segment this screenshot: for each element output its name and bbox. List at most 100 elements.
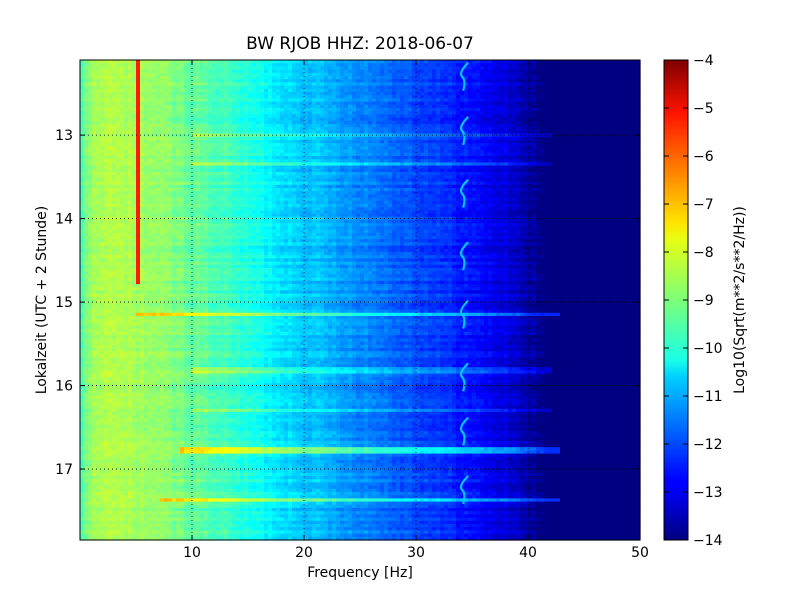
heatmap-cell (364, 98, 369, 103)
heatmap-cell (308, 69, 313, 74)
heatmap-cell (92, 104, 97, 109)
heatmap-cell (108, 101, 113, 106)
heatmap-cell (88, 85, 93, 90)
heatmap-cell (492, 66, 497, 71)
heatmap-cell (508, 69, 513, 74)
heatmap-cell (148, 79, 153, 83)
heatmap-cell (224, 108, 229, 112)
heatmap-cell (576, 69, 581, 74)
heatmap-cell (604, 88, 609, 93)
heatmap-cell (560, 104, 565, 109)
heatmap-cell (220, 101, 225, 106)
heatmap-cell (572, 98, 577, 103)
heatmap-cell (212, 104, 217, 109)
heatmap-cell (100, 104, 105, 109)
heatmap-cell (512, 98, 517, 103)
heatmap-cell (584, 76, 589, 80)
heatmap-cell (108, 60, 113, 64)
heatmap-cell (132, 79, 137, 83)
heatmap-cell (164, 101, 169, 106)
heatmap-cell (324, 60, 329, 64)
heatmap-cell (516, 92, 521, 96)
heatmap-cell (456, 79, 461, 83)
heatmap-cell (372, 69, 377, 74)
heatmap-cell (396, 69, 401, 74)
heatmap-cell (432, 88, 437, 93)
heatmap-cell (596, 92, 601, 96)
heatmap-cell (408, 79, 413, 83)
heatmap-cell (568, 88, 573, 93)
heatmap-cell (256, 72, 261, 77)
heatmap-cell (400, 79, 405, 83)
heatmap-cell (396, 82, 401, 87)
heatmap-cell (92, 85, 97, 90)
heatmap-cell (396, 85, 401, 90)
heatmap-cell (480, 85, 485, 90)
heatmap-cell (120, 82, 125, 87)
heatmap-cell (272, 101, 277, 106)
heatmap-cell (420, 95, 425, 99)
heatmap-cell (372, 60, 377, 64)
heatmap-cell (500, 79, 505, 83)
heatmap-cell (564, 85, 569, 90)
heatmap-cell (212, 85, 217, 90)
heatmap-cell (484, 63, 489, 67)
heatmap-cell (328, 104, 333, 109)
heatmap-cell (96, 72, 101, 77)
heatmap-cell (344, 85, 349, 90)
heatmap-cell (356, 66, 361, 71)
heatmap-cell (636, 82, 641, 87)
heatmap-cell (276, 95, 281, 99)
heatmap-cell (92, 66, 97, 71)
heatmap-cell (236, 98, 241, 103)
heatmap-cell (600, 88, 605, 93)
heatmap-cell (436, 101, 441, 106)
heatmap-cell (604, 101, 609, 106)
heatmap-cell (228, 76, 233, 80)
heatmap-cell (496, 95, 501, 99)
heatmap-cell (364, 63, 369, 67)
heatmap-cell (632, 79, 637, 83)
heatmap-cell (260, 82, 265, 87)
heatmap-cell (436, 76, 441, 80)
heatmap-cell (268, 108, 273, 112)
heatmap-cell (584, 92, 589, 96)
heatmap-cell (104, 88, 109, 93)
heatmap-cell (340, 101, 345, 106)
heatmap-cell (612, 82, 617, 87)
heatmap-cell (252, 92, 257, 96)
heatmap-cell (288, 66, 293, 71)
heatmap-cell (480, 69, 485, 74)
heatmap-cell (124, 85, 129, 90)
heatmap-cell (468, 98, 473, 103)
heatmap-cell (400, 85, 405, 90)
heatmap-cell (612, 63, 617, 67)
heatmap-cell (284, 79, 289, 83)
heatmap-cell (524, 88, 529, 93)
heatmap-cell (620, 88, 625, 93)
heatmap-cell (520, 72, 525, 77)
heatmap-cell (308, 72, 313, 77)
heatmap-cell (348, 72, 353, 77)
heatmap-cell (560, 66, 565, 71)
heatmap-cell (364, 95, 369, 99)
heatmap-cell (208, 69, 213, 74)
heatmap-cell (544, 104, 549, 109)
heatmap-cell (608, 60, 613, 64)
heatmap-cell (452, 60, 457, 64)
heatmap-cell (256, 66, 261, 71)
heatmap-cell (240, 63, 245, 67)
heatmap-cell (252, 69, 257, 74)
heatmap-cell (632, 95, 637, 99)
heatmap-cell (452, 66, 457, 71)
heatmap-cell (556, 101, 561, 106)
heatmap-cell (160, 60, 165, 64)
heatmap-cell (268, 66, 273, 71)
heatmap-cell (396, 95, 401, 99)
heatmap-cell (372, 104, 377, 109)
heatmap-cell (232, 66, 237, 71)
heatmap-cell (556, 92, 561, 96)
heatmap-cell (288, 101, 293, 106)
heatmap-cell (344, 101, 349, 106)
heatmap-cell (256, 82, 261, 87)
